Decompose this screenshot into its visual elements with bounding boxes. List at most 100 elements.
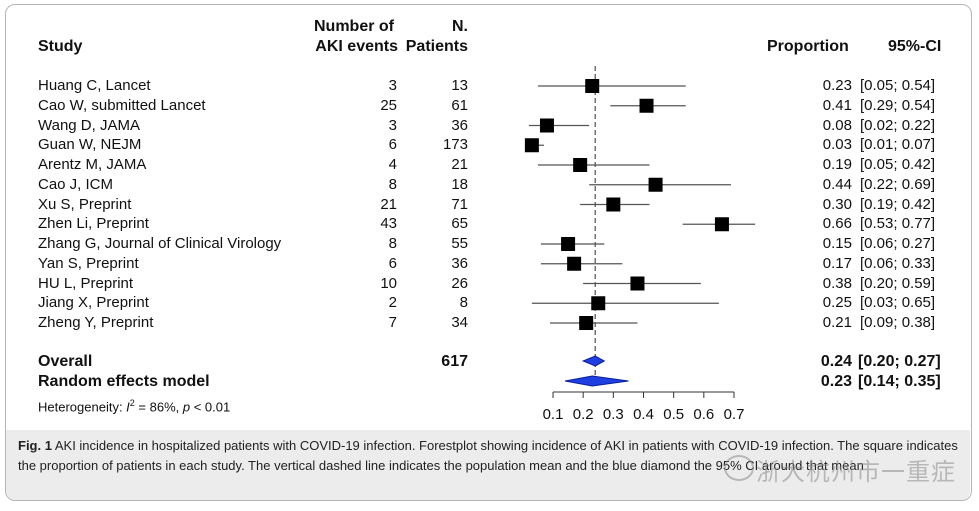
study-ci: [0.53; 0.77] bbox=[860, 215, 936, 233]
x-tick-label: 0.4 bbox=[633, 406, 654, 423]
x-tick-label: 0.6 bbox=[693, 406, 714, 423]
study-name: Cao J, ICM bbox=[38, 175, 114, 193]
heterogeneity-i: I bbox=[126, 399, 130, 415]
study-square bbox=[579, 316, 594, 330]
study-square bbox=[539, 118, 554, 133]
study-events: 8 bbox=[388, 175, 397, 193]
study-square bbox=[524, 138, 539, 153]
study-square bbox=[714, 217, 729, 232]
study-proportion: 0.30 bbox=[822, 195, 852, 213]
figure-caption: Fig. 1 AKI incidence in hospitalized pat… bbox=[18, 436, 958, 476]
x-tick-label: 0.5 bbox=[663, 406, 684, 423]
x-tick-label: 0.2 bbox=[573, 406, 594, 423]
x-tick-label: 0.7 bbox=[724, 406, 745, 423]
study-name: Zhen Li, Preprint bbox=[38, 215, 149, 233]
study-patients: 173 bbox=[442, 136, 468, 154]
caption-fig-label: Fig. 1 bbox=[18, 438, 52, 453]
heterogeneity-text: Heterogeneity: I2 = 86%, p < 0.01 bbox=[38, 395, 230, 415]
heterogeneity-pvalue: < 0.01 bbox=[190, 399, 231, 415]
forest-plot: 0.1 0.2 0.3 0.4 0.5 0.6 0.7 bbox=[524, 66, 756, 423]
study-ci: [0.22; 0.69] bbox=[860, 175, 936, 193]
study-proportion: 0.44 bbox=[822, 175, 852, 193]
study-square bbox=[567, 256, 582, 271]
study-ci: [0.06; 0.27] bbox=[860, 235, 936, 252]
study-proportion: 0.15 bbox=[822, 235, 852, 252]
study-events: 3 bbox=[388, 77, 397, 94]
header-proportion: Proportion bbox=[767, 38, 849, 55]
overall-patients: 617 bbox=[441, 353, 468, 370]
study-patients: 8 bbox=[459, 294, 468, 312]
caption-text: AKI incidence in hospitalized patients w… bbox=[18, 438, 958, 473]
caption-box bbox=[6, 430, 970, 500]
watermark: 浙大杭州市一重症 bbox=[756, 459, 956, 486]
heterogeneity-value: = 86%, bbox=[134, 399, 183, 415]
study-square bbox=[606, 197, 621, 212]
study-ci: [0.05; 0.42] bbox=[860, 156, 936, 173]
study-events: 6 bbox=[388, 254, 397, 272]
study-ci: [0.20; 0.59] bbox=[860, 274, 936, 292]
study-square bbox=[639, 98, 654, 113]
study-patients: 21 bbox=[451, 156, 468, 173]
study-ci: [0.19; 0.42] bbox=[860, 195, 936, 213]
study-name: Arentz M, JAMA bbox=[38, 156, 147, 173]
study-proportion: 0.17 bbox=[822, 254, 852, 272]
study-events: 21 bbox=[380, 195, 397, 213]
study-proportion: 0.41 bbox=[822, 96, 852, 114]
header-patients-line1: N. bbox=[452, 18, 468, 35]
study-ci: [0.03; 0.65] bbox=[860, 294, 936, 312]
study-proportion: 0.66 bbox=[822, 215, 852, 233]
header-study: Study bbox=[38, 38, 83, 55]
study-proportion: 0.23 bbox=[822, 77, 852, 94]
study-patients: 36 bbox=[451, 254, 468, 272]
study-proportion: 0.08 bbox=[822, 116, 852, 134]
heterogeneity-sup: 2 bbox=[129, 398, 135, 408]
overall-label: Overall bbox=[38, 353, 93, 370]
heterogeneity-prefix: Heterogeneity: bbox=[38, 399, 127, 415]
header-patients-line2: Patients bbox=[405, 38, 468, 55]
study-events: 2 bbox=[388, 294, 397, 312]
study-name: Jiang X, Preprint bbox=[38, 294, 149, 312]
study-patients: 26 bbox=[451, 274, 468, 292]
study-name: Huang C, Lancet bbox=[38, 77, 151, 94]
study-patients: 71 bbox=[451, 195, 468, 213]
study-ci: [0.02; 0.22] bbox=[860, 116, 936, 134]
study-square bbox=[591, 296, 606, 311]
x-tick-label: 0.3 bbox=[603, 406, 624, 423]
heterogeneity-p: p bbox=[182, 399, 191, 415]
study-events: 43 bbox=[380, 215, 397, 233]
study-square bbox=[630, 276, 645, 291]
study-events: 7 bbox=[388, 314, 397, 331]
overall-diamond bbox=[581, 355, 606, 367]
study-name: HU L, Preprint bbox=[38, 274, 134, 292]
study-ci: [0.01; 0.07] bbox=[860, 136, 936, 154]
study-ci: [0.29; 0.54] bbox=[860, 96, 936, 114]
study-square bbox=[585, 79, 600, 93]
overall-ci: [0.20; 0.27] bbox=[858, 353, 941, 370]
study-events: 6 bbox=[388, 136, 397, 154]
study-events: 3 bbox=[388, 116, 397, 134]
study-patients: 61 bbox=[451, 96, 468, 114]
study-patients: 65 bbox=[451, 215, 468, 233]
wechat-logo-icon bbox=[724, 455, 754, 481]
random-effects-proportion: 0.23 bbox=[820, 373, 852, 390]
study-events: 4 bbox=[388, 156, 397, 173]
header-events-line2: AKI events bbox=[315, 38, 398, 55]
overall-proportion: 0.24 bbox=[820, 353, 852, 370]
random-effects-ci: [0.14; 0.35] bbox=[858, 373, 941, 390]
study-proportion: 0.21 bbox=[822, 314, 852, 331]
study-events: 25 bbox=[380, 96, 397, 114]
study-name: Xu S, Preprint bbox=[38, 195, 132, 213]
x-tick-label: 0.1 bbox=[543, 406, 564, 423]
header-events-line1: Number of bbox=[314, 18, 394, 35]
study-ci: [0.06; 0.33] bbox=[860, 254, 936, 272]
random-effects-diamond bbox=[564, 375, 629, 387]
study-square bbox=[561, 237, 576, 251]
study-ci: [0.05; 0.54] bbox=[860, 77, 936, 94]
figure-frame bbox=[5, 4, 972, 501]
study-proportion: 0.03 bbox=[822, 136, 852, 154]
study-square bbox=[573, 158, 588, 172]
study-name: Cao W, submitted Lancet bbox=[38, 96, 206, 114]
study-ci: [0.09; 0.38] bbox=[860, 314, 936, 331]
study-name: Guan W, NEJM bbox=[38, 136, 142, 154]
study-name: Wang D, JAMA bbox=[38, 116, 140, 134]
